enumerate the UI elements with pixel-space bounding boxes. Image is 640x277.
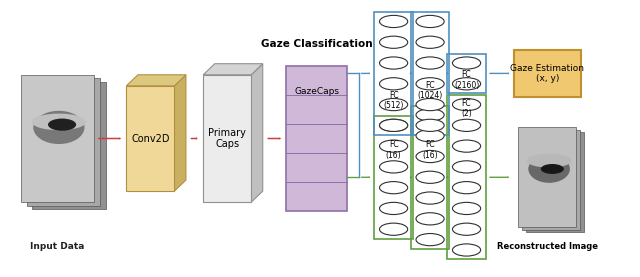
Text: Reconstructed Image: Reconstructed Image [497, 242, 598, 251]
Circle shape [380, 119, 408, 131]
Text: FC
(16): FC (16) [422, 140, 438, 160]
Text: FC
(16): FC (16) [386, 140, 401, 160]
Circle shape [452, 98, 481, 111]
Polygon shape [204, 64, 262, 75]
Circle shape [416, 15, 444, 27]
Circle shape [452, 78, 481, 90]
Text: FC
(512): FC (512) [383, 91, 404, 111]
Circle shape [380, 202, 408, 214]
Polygon shape [251, 64, 262, 202]
Circle shape [416, 109, 444, 121]
Circle shape [452, 57, 481, 69]
Text: Gaze Classification: Gaze Classification [261, 39, 372, 49]
Circle shape [416, 234, 444, 246]
FancyBboxPatch shape [204, 75, 252, 202]
Ellipse shape [527, 154, 572, 168]
Circle shape [380, 36, 408, 48]
FancyBboxPatch shape [127, 86, 174, 191]
Circle shape [416, 213, 444, 225]
FancyBboxPatch shape [514, 50, 581, 97]
Circle shape [416, 150, 444, 163]
Circle shape [416, 130, 444, 142]
Polygon shape [174, 75, 186, 191]
Text: Conv2D: Conv2D [131, 134, 170, 143]
FancyBboxPatch shape [518, 127, 576, 227]
Polygon shape [127, 75, 186, 86]
Circle shape [380, 98, 408, 111]
Text: Primary
Caps: Primary Caps [208, 128, 246, 149]
FancyBboxPatch shape [26, 78, 100, 206]
Circle shape [416, 78, 444, 90]
Text: FC
(1024): FC (1024) [417, 81, 443, 100]
Circle shape [380, 57, 408, 69]
FancyBboxPatch shape [526, 132, 584, 232]
Circle shape [452, 202, 481, 214]
Circle shape [452, 244, 481, 256]
Circle shape [416, 119, 444, 131]
Circle shape [416, 171, 444, 183]
Text: GazeCaps: GazeCaps [294, 87, 339, 96]
Circle shape [380, 161, 408, 173]
Circle shape [452, 223, 481, 235]
Text: FC
(2): FC (2) [461, 99, 472, 118]
Circle shape [452, 182, 481, 194]
FancyBboxPatch shape [32, 82, 106, 209]
Circle shape [452, 119, 481, 131]
Circle shape [380, 223, 408, 235]
Circle shape [416, 57, 444, 69]
Circle shape [416, 36, 444, 48]
Ellipse shape [33, 111, 84, 144]
FancyBboxPatch shape [287, 66, 347, 211]
Circle shape [380, 15, 408, 27]
Text: Input Data: Input Data [31, 242, 84, 251]
Circle shape [541, 164, 564, 174]
Circle shape [48, 119, 76, 131]
Circle shape [416, 98, 444, 111]
Circle shape [416, 192, 444, 204]
Circle shape [452, 140, 481, 152]
Ellipse shape [31, 114, 86, 130]
FancyBboxPatch shape [20, 75, 95, 202]
Ellipse shape [529, 155, 570, 183]
Circle shape [380, 119, 408, 131]
Text: FC
(2160): FC (2160) [454, 70, 479, 90]
Text: Gaze Estimation
(x, y): Gaze Estimation (x, y) [510, 64, 584, 83]
Circle shape [452, 161, 481, 173]
Circle shape [380, 182, 408, 194]
FancyBboxPatch shape [522, 130, 580, 230]
Circle shape [380, 78, 408, 90]
Circle shape [380, 140, 408, 152]
